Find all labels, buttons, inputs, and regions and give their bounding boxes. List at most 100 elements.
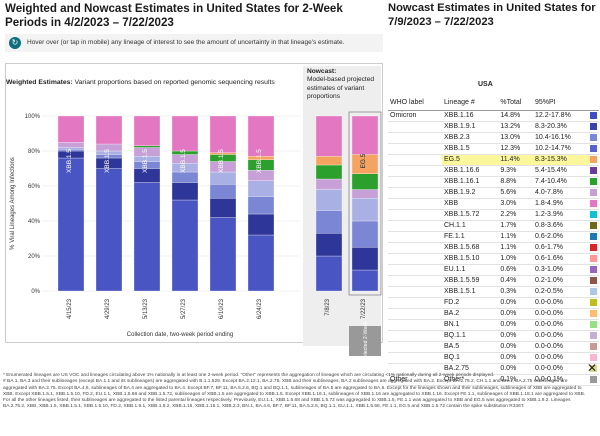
who-cell	[388, 308, 442, 320]
lineage-cell: XBB.1.5.10	[441, 253, 499, 265]
lineage-cell: XBB.2.3	[441, 132, 499, 144]
table-row[interactable]: XBB.1.16.6 9.3% 5.4-15.4%	[388, 165, 599, 177]
total-cell: 0.0%	[498, 319, 533, 331]
bar-annotation: XBB.1.5	[104, 149, 111, 173]
who-cell	[388, 187, 442, 199]
table-row[interactable]: XBB 3.0% 1.8-4.9%	[388, 198, 599, 210]
who-cell: Other	[388, 374, 442, 386]
color-swatch	[590, 154, 599, 166]
table-row[interactable]: Omicron XBB.1.16 14.8% 12.2-17.8%	[388, 110, 599, 122]
table-row[interactable]: BA.5 0.0% 0.0-0.0%	[388, 341, 599, 353]
bar-segment	[247, 213, 275, 236]
color-swatch	[590, 198, 599, 210]
pi-cell: 7.4-10.4%	[533, 176, 590, 188]
color-swatch	[590, 264, 599, 276]
table-row[interactable]: CH.1.1 1.7% 0.8-3.6%	[388, 220, 599, 232]
pi-cell: 1.8-4.9%	[533, 198, 590, 210]
table-row[interactable]: FE.1.1 1.1% 0.6-2.0%	[388, 231, 599, 243]
weighted-desc: Variant proportions based on reported ge…	[72, 79, 275, 86]
table-row[interactable]: XBB.2.3 13.0% 10.4-16.1%	[388, 132, 599, 144]
lineage-cell: XBB.1.5.59	[441, 275, 499, 287]
nowcast-desc: Model-based projected estimates of varia…	[307, 76, 375, 101]
pi-cell: 0.2-1.0%	[533, 275, 590, 287]
table-row[interactable]: XBB.1.9.1 13.2% 8.3-20.3%	[388, 121, 599, 133]
bar-segment	[57, 157, 85, 292]
table-row[interactable]: BA.2.75 0.0% 0.0-0.0%	[388, 363, 599, 375]
table-row[interactable]: XBB.1.5 12.3% 10.2-14.7%	[388, 143, 599, 155]
total-cell: 0.3%	[498, 286, 533, 298]
color-swatch	[590, 363, 599, 375]
table-row[interactable]: XBB.1.5.59 0.4% 0.2-1.0%	[388, 275, 599, 287]
who-cell	[388, 198, 442, 210]
table-row[interactable]: FD.2 0.0% 0.0-0.0%	[388, 297, 599, 309]
table-row[interactable]: XBB.1.5.1 0.3% 0.2-0.5%	[388, 286, 599, 298]
who-cell	[388, 319, 442, 331]
who-cell	[388, 154, 442, 166]
lineage-cell: BQ.1.1	[441, 330, 499, 342]
close-icon[interactable]: ✕	[587, 361, 598, 375]
who-cell	[388, 176, 442, 188]
total-cell: 9.3%	[498, 165, 533, 177]
bar-segment	[315, 156, 343, 166]
table-body: Omicron XBB.1.16 14.8% 12.2-17.8% XBB.1.9.1 1…	[388, 110, 599, 386]
x-tick-label: 4/15/23	[67, 298, 73, 319]
total-cell: 0.0%	[498, 297, 533, 309]
pi-cell: 0.0-0.0%	[533, 330, 590, 342]
lineage-cell: XBB.1.5.1	[441, 286, 499, 298]
color-swatch	[590, 110, 599, 122]
total-cell: 8.8%	[498, 176, 533, 188]
table-row[interactable]: XBB.1.16.1 8.8% 7.4-10.4%	[388, 176, 599, 188]
lineage-cell: BQ.1	[441, 352, 499, 364]
total-cell: 1.1%	[498, 242, 533, 254]
y-tick-label: 0%	[31, 289, 40, 295]
table-row[interactable]: XBB.1.5.68 1.1% 0.6-1.7%	[388, 242, 599, 254]
table-row[interactable]: BN.1 0.0% 0.0-0.0%	[388, 319, 599, 331]
y-tick-label: 60%	[28, 184, 41, 190]
hover-hint-text: Hover over (or tap in mobile) any lineag…	[27, 39, 345, 46]
bar-segment	[351, 247, 379, 271]
col-who-label: WHO label	[388, 96, 442, 111]
lineage-cell: BA.2.75	[441, 363, 499, 375]
lineage-cell: EU.1.1	[441, 264, 499, 276]
table-row[interactable]: XBB.1.5.10 1.0% 0.6-1.6%	[388, 253, 599, 265]
selected-label-box	[349, 326, 381, 356]
table-row[interactable]: BQ.1.1 0.0% 0.0-0.0%	[388, 330, 599, 342]
bar-segment	[315, 255, 343, 292]
color-swatch	[590, 374, 599, 386]
color-swatch	[590, 121, 599, 133]
who-cell	[388, 231, 442, 243]
table-row[interactable]: XBB.1.9.2 5.6% 4.0-7.8%	[388, 187, 599, 199]
bar-annotation: XBB.1.5	[142, 149, 149, 173]
nowcast-table-title: Nowcast Estimates in United States for 7…	[388, 2, 596, 28]
table-row[interactable]: Other Other* 0.1% 0.0-0.1%	[388, 374, 599, 386]
table-row[interactable]: EG.5 11.4% 8.3-15.3%	[388, 154, 599, 166]
color-swatch	[590, 143, 599, 155]
pi-cell: 10.2-14.7%	[533, 143, 590, 155]
who-cell	[388, 297, 442, 309]
lineage-cell: EG.5	[441, 154, 499, 166]
weighted-header: Weighted Estimates: Variant proportions …	[6, 78, 296, 87]
total-cell: 0.4%	[498, 275, 533, 287]
pi-cell: 0.3-1.0%	[533, 264, 590, 276]
pi-cell: 0.0-0.0%	[533, 319, 590, 331]
pi-cell: 0.0-0.0%	[533, 352, 590, 364]
lineage-cell: XBB.1.9.2	[441, 187, 499, 199]
bar-segment	[351, 198, 379, 222]
pi-cell: 8.3-20.3%	[533, 121, 590, 133]
weighted-title: Weighted Estimates:	[6, 79, 73, 86]
bar-segment	[315, 233, 343, 257]
x-tick-label: 5/13/23	[143, 298, 149, 319]
table-row[interactable]: BQ.1 0.0% 0.0-0.0%	[388, 352, 599, 364]
table-row[interactable]: BA.2 0.0% 0.0-0.0%	[388, 308, 599, 320]
bar-segment	[351, 115, 379, 155]
color-swatch	[590, 297, 599, 309]
table-header-row: WHO label Lineage # %Total 95%PI	[388, 96, 599, 111]
hover-icon: ↻	[9, 37, 21, 49]
pi-cell: 0.0-0.0%	[533, 341, 590, 353]
table-row[interactable]: XBB.1.5.72 2.2% 1.2-3.9%	[388, 209, 599, 221]
table-row[interactable]: EU.1.1 0.6% 0.3-1.0%	[388, 264, 599, 276]
pi-cell: 10.4-16.1%	[533, 132, 590, 144]
total-cell: 2.2%	[498, 209, 533, 221]
pi-cell: 5.4-15.4%	[533, 165, 590, 177]
region-label: USA	[478, 81, 493, 88]
